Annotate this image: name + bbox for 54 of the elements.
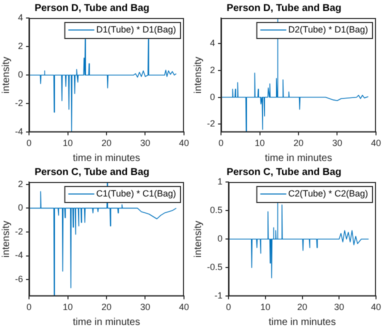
- x-tick-label: 40: [370, 138, 381, 148]
- y-axis-title: intensity: [192, 56, 204, 94]
- x-tick-label: 30: [140, 138, 150, 148]
- y-axis-title: intensity: [0, 56, 12, 94]
- x-tick-label: 30: [332, 138, 342, 148]
- y-tick-label: 1: [217, 176, 223, 186]
- chart-title: Person C, Tube and Bag: [226, 166, 342, 178]
- chart-title: Person C, Tube and Bag: [34, 166, 150, 178]
- y-tick-label: -4: [14, 126, 23, 137]
- y-tick-label: -2: [14, 98, 23, 108]
- x-tick-label: 0: [226, 302, 232, 312]
- legend-label: C2(Tube) * C2(Bag): [288, 188, 368, 198]
- chart-title: Person D, Tube and Bag: [226, 2, 342, 14]
- legend-label: C1(Tube) * C1(Bag): [96, 188, 176, 198]
- x-tick-label: 40: [178, 138, 189, 148]
- y-axis-title: intensity: [192, 220, 204, 258]
- x-axis-title: time in minutes: [72, 316, 140, 328]
- x-tick-label: 20: [101, 138, 112, 148]
- x-tick-label: 10: [254, 138, 265, 148]
- legend-label: D2(Tube) * D1(Bag): [288, 24, 368, 34]
- y-tick-label: 0: [18, 202, 23, 213]
- x-tick-label: 10: [62, 302, 73, 312]
- x-tick-label: 20: [297, 302, 308, 312]
- legend-label: D1(Tube) * D1(Bag): [96, 24, 176, 34]
- x-tick-label: 20: [293, 138, 304, 148]
- y-tick-label: 0: [18, 70, 23, 80]
- x-tick-label: 30: [140, 302, 150, 312]
- x-tick-label: 40: [370, 302, 381, 312]
- x-tick-label: 10: [62, 138, 73, 148]
- y-tick-label: -1: [214, 290, 223, 301]
- x-tick-label: 0: [26, 302, 32, 312]
- x-tick-label: 10: [260, 302, 270, 312]
- x-axis-title: time in minutes: [72, 152, 140, 164]
- y-tick-label: -6: [14, 274, 23, 284]
- y-tick-label: 0.5: [210, 205, 223, 216]
- y-tick-label: -2: [206, 118, 215, 129]
- chart-title: Person D, Tube and Bag: [34, 2, 150, 14]
- y-tick-label: 2: [18, 41, 23, 52]
- y-tick-label: -2: [14, 226, 23, 236]
- y-tick-label: 4: [18, 12, 23, 22]
- x-axis-title: time in minutes: [268, 316, 336, 328]
- y-tick-label: 0: [217, 234, 223, 244]
- y-tick-label: -0.5: [206, 262, 223, 272]
- x-tick-label: 0: [26, 138, 32, 148]
- x-axis-title: time in minutes: [264, 152, 332, 164]
- y-tick-label: 2: [18, 178, 23, 189]
- x-tick-label: 40: [178, 302, 189, 312]
- x-tick-label: 30: [334, 302, 344, 312]
- y-tick-label: 0: [210, 92, 215, 102]
- y-tick-label: 2: [210, 64, 215, 75]
- y-axis-title: intensity: [0, 220, 12, 258]
- y-tick-label: 4: [210, 38, 215, 48]
- y-tick-label: -4: [14, 250, 23, 260]
- x-tick-label: 20: [101, 302, 112, 312]
